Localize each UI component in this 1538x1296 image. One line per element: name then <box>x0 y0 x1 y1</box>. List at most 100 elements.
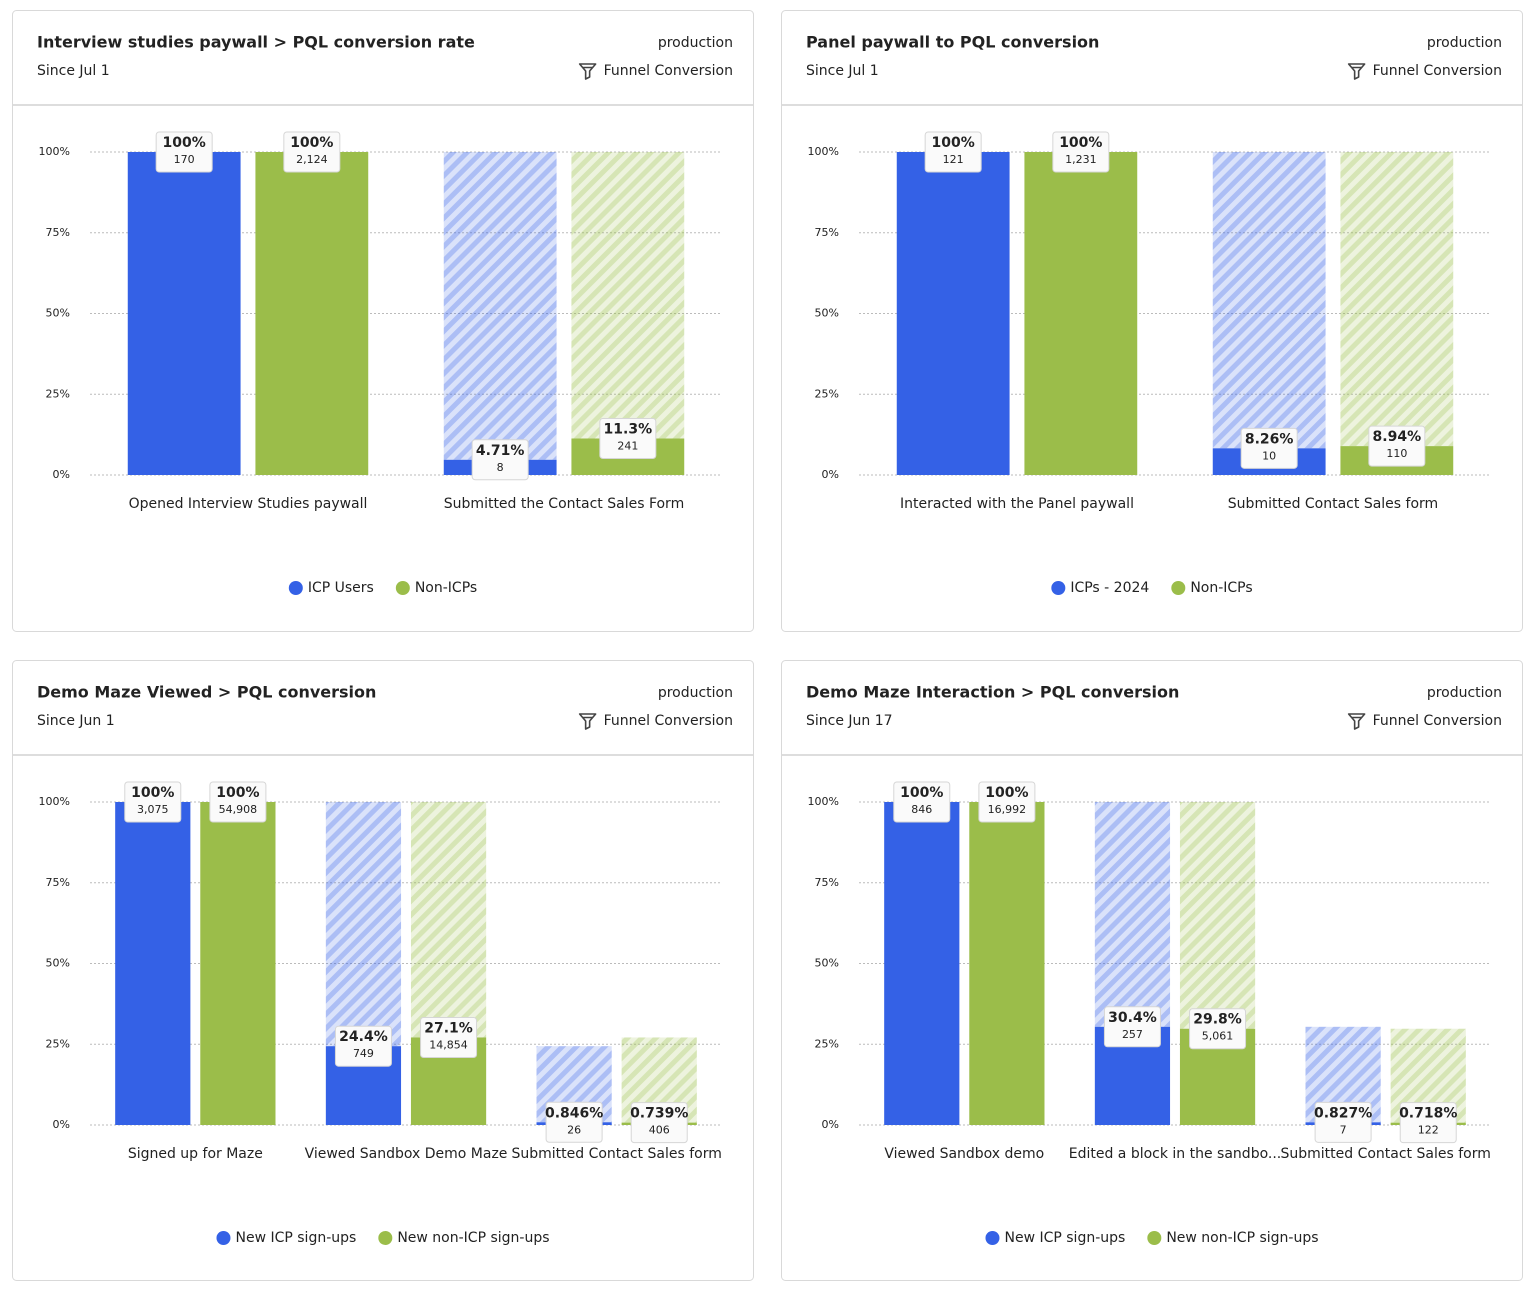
label-box <box>334 1025 392 1067</box>
label-box <box>209 781 267 823</box>
card-title: Demo Maze Interaction > PQL conversion <box>806 683 1179 702</box>
value-label: 8.94% <box>1373 429 1422 445</box>
view-type: Funnel Conversion <box>604 713 733 729</box>
legend: New ICP sign-ups New non-ICP sign-ups <box>216 1230 550 1246</box>
label-box <box>1052 131 1110 173</box>
card-subtitle: Since Jun 17 <box>806 713 893 729</box>
label-box <box>545 1101 603 1143</box>
count-label: 121 <box>943 153 964 166</box>
label-box <box>471 439 529 481</box>
bar <box>200 802 276 1125</box>
bar <box>127 152 241 475</box>
drop-off-bar <box>1340 152 1454 447</box>
legend-swatch <box>1171 581 1186 595</box>
view-type: Funnel Conversion <box>1373 713 1502 729</box>
y-tick-label: 100% <box>39 145 70 158</box>
value-label: 0.846% <box>545 1105 603 1121</box>
bar <box>115 802 191 1125</box>
legend-swatch <box>395 581 410 595</box>
y-tick-label: 0% <box>53 1118 70 1131</box>
legend-swatch <box>288 581 303 595</box>
legend-label: New ICP sign-ups <box>235 1230 356 1246</box>
label-box <box>924 131 982 173</box>
label-box <box>1368 425 1426 467</box>
value-label: 8.26% <box>1245 431 1294 447</box>
value-label: 0.718% <box>1399 1106 1457 1122</box>
value-label: 11.3% <box>604 422 653 438</box>
count-label: 170 <box>174 153 195 166</box>
card: Panel paywall to PQL conversion Since Jul… <box>781 10 1523 632</box>
count-label: 1,231 <box>1065 153 1097 166</box>
drop-off-bar <box>443 152 557 460</box>
card-title: Interview studies paywall > PQL conversi… <box>37 33 475 52</box>
value-label: 100% <box>932 135 975 151</box>
funnel-icon <box>1347 713 1366 730</box>
legend: New ICP sign-ups New non-ICP sign-ups <box>985 1230 1319 1246</box>
drop-off-bar <box>325 802 402 1047</box>
value-label: 30.4% <box>1108 1010 1157 1026</box>
value-label: 24.4% <box>339 1029 388 1045</box>
x-tick-label: Edited a block in the sandbo... <box>1069 1146 1282 1162</box>
y-tick-label: 75% <box>815 876 839 889</box>
y-tick-label: 75% <box>815 226 839 239</box>
y-tick-label: 100% <box>808 145 839 158</box>
card-title: Panel paywall to PQL conversion <box>806 33 1099 52</box>
label-box <box>1103 1006 1161 1048</box>
legend-swatch <box>216 1231 231 1245</box>
label-box <box>1399 1102 1457 1144</box>
data-labels: 100% 3,075 100% 54,908 24.4% 749 27.1% 14,854 0.… <box>124 781 688 1144</box>
label-box <box>599 418 657 460</box>
funnel-icon <box>578 63 597 80</box>
y-tick-label: 50% <box>815 307 839 320</box>
y-tick-label: 50% <box>46 307 70 320</box>
count-label: 110 <box>1386 447 1407 460</box>
bar <box>896 152 1010 475</box>
card-subtitle: Since Jul 1 <box>37 63 110 79</box>
y-tick-label: 100% <box>39 795 70 808</box>
y-tick-label: 0% <box>822 468 839 481</box>
card: Demo Maze Interaction > PQL conversion Si… <box>781 660 1523 1281</box>
legend: ICP Users Non-ICPs <box>288 580 477 596</box>
x-tick-label: Submitted Contact Sales form <box>511 1146 721 1162</box>
count-label: 10 <box>1262 449 1276 462</box>
view-type: Funnel Conversion <box>1373 63 1502 79</box>
bar <box>884 802 960 1125</box>
y-tick-label: 25% <box>46 387 70 400</box>
value-label: 100% <box>216 785 259 801</box>
count-label: 257 <box>1122 1028 1143 1041</box>
label-box <box>1240 427 1298 469</box>
count-label: 846 <box>911 803 932 816</box>
value-label: 100% <box>985 785 1028 801</box>
funnel-icon <box>578 713 597 730</box>
x-tick-label: Submitted Contact Sales form <box>1280 1146 1490 1162</box>
bar <box>969 802 1045 1125</box>
y-tick-label: 0% <box>822 1118 839 1131</box>
label-box <box>1189 1008 1247 1050</box>
x-tick-label: Submitted the Contact Sales Form <box>444 496 684 512</box>
view-type: Funnel Conversion <box>604 63 733 79</box>
x-tick-label: Interacted with the Panel paywall <box>900 496 1134 512</box>
x-tick-label: Viewed Sandbox Demo Maze <box>305 1146 508 1162</box>
label-box <box>124 781 182 823</box>
y-tick-label: 75% <box>46 226 70 239</box>
x-tick-label: Viewed Sandbox demo <box>884 1146 1044 1162</box>
environment: production <box>658 685 733 701</box>
legend-label: New non-ICP sign-ups <box>397 1230 549 1246</box>
value-label: 100% <box>1059 135 1102 151</box>
legend-swatch <box>1147 1231 1162 1245</box>
y-tick-label: 50% <box>815 957 839 970</box>
value-label: 4.71% <box>476 443 525 459</box>
count-label: 14,854 <box>429 1038 468 1051</box>
x-tick-label: Opened Interview Studies paywall <box>129 496 368 512</box>
y-tick-label: 25% <box>815 387 839 400</box>
legend-label: New ICP sign-ups <box>1004 1230 1125 1246</box>
value-label: 100% <box>163 135 206 151</box>
environment: production <box>1427 685 1502 701</box>
count-label: 3,075 <box>137 803 169 816</box>
y-tick-label: 100% <box>808 795 839 808</box>
value-label: 100% <box>900 785 943 801</box>
count-label: 16,992 <box>988 803 1026 816</box>
label-box <box>1314 1101 1372 1143</box>
label-box <box>978 781 1036 823</box>
legend: ICPs - 2024 Non-ICPs <box>1051 580 1253 596</box>
